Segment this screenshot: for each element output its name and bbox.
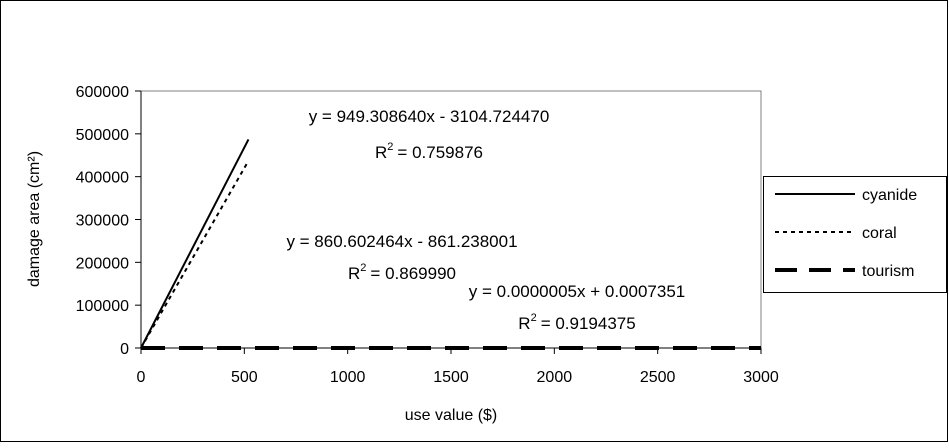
series-line-cyanide [140,138,250,349]
y-tick-label: 0 [120,341,129,358]
x-tick-label: 0 [137,369,146,386]
r2-symbol: R [348,264,360,283]
y-tick-label: 400000 [76,170,129,187]
legend: cyanide coral tourism [763,176,947,293]
x-tick-label: 500 [231,369,258,386]
legend-label-cyanide: cyanide [862,187,917,204]
y-axis-title: damage area (cm²) [26,151,43,287]
y-tick-label: 600000 [76,84,129,101]
y-axis-ticks: 0 100000 200000 300000 400000 500000 600000 [76,84,142,358]
r2-superscript: 2 [360,262,366,274]
x-tick-label: 1500 [433,369,469,386]
y-tick-label: 200000 [76,255,129,272]
r2-symbol: R [375,143,387,162]
trendline-r2: R2 = 0.9194375 [518,312,635,333]
r2-superscript: 2 [531,312,537,324]
legend-items: cyanide coral tourism [775,187,917,280]
y-tick-label: 500000 [76,127,129,144]
r2-value: = 0.759876 [397,143,483,162]
r2-value: = 0.869990 [370,264,456,283]
legend-box [763,176,947,293]
trendline-equation: y = 949.308640x - 3104.724470 [309,107,550,126]
series-line-coral [140,160,250,349]
trendline-equation: y = 0.0000005x + 0.0007351 [469,282,685,301]
r2-symbol: R [518,314,530,333]
trendline-r2: R2 = 0.869990 [348,262,456,283]
r2-value: = 0.9194375 [541,314,636,333]
series-layer [140,138,761,350]
legend-label-tourism: tourism [862,263,914,280]
x-tick-label: 3000 [743,369,779,386]
trendline-equation: y = 860.602464x - 861.238001 [286,232,517,251]
y-tick-label: 300000 [76,213,129,230]
x-axis-title: use value ($) [405,407,498,424]
trendline-r2: R2 = 0.759876 [375,141,483,162]
r2-superscript: 2 [387,141,393,153]
y-tick-label: 100000 [76,298,129,315]
legend-label-coral: coral [862,225,897,242]
x-tick-label: 2000 [537,369,573,386]
x-tick-label: 1000 [330,369,366,386]
x-tick-label: 2500 [640,369,676,386]
